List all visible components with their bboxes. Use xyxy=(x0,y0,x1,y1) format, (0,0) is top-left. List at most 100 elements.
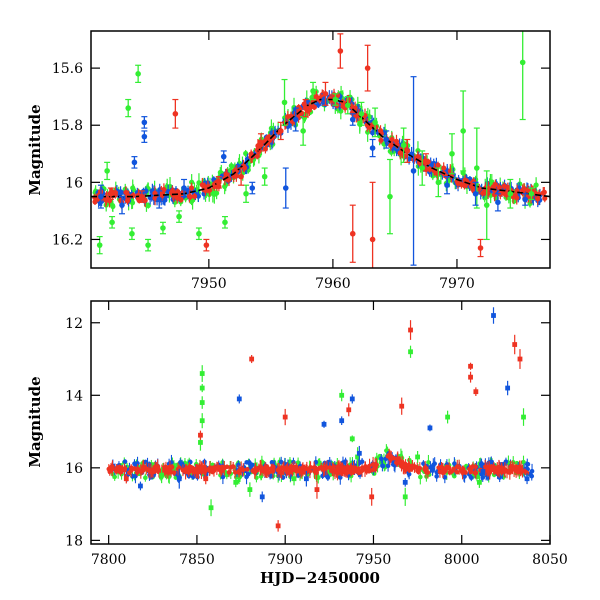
blue-data-point xyxy=(98,193,104,200)
red-data-point xyxy=(244,467,250,472)
red-data-point xyxy=(480,190,486,196)
red-data-point xyxy=(249,356,255,362)
blue-data-point xyxy=(480,475,486,480)
red-data-point xyxy=(199,465,204,471)
red-data-point xyxy=(282,414,288,420)
red-data-point xyxy=(388,141,395,148)
red-data-point xyxy=(517,356,523,362)
red-data-point xyxy=(311,104,317,110)
red-data-point xyxy=(378,137,384,143)
blue-data-point xyxy=(480,469,486,474)
red-data-point xyxy=(468,363,473,369)
red-data-point xyxy=(278,128,284,134)
blue-data-point xyxy=(469,475,474,481)
red-data-point xyxy=(340,103,346,109)
red-data-point xyxy=(291,466,297,471)
blue-data-point xyxy=(303,476,309,482)
green-data-point xyxy=(415,454,420,460)
green-data-point xyxy=(160,225,166,231)
red-data-point xyxy=(260,469,266,474)
red-data-point xyxy=(285,468,291,473)
red-data-point xyxy=(322,91,329,97)
green-data-point xyxy=(300,128,306,134)
red-data-point xyxy=(203,467,208,473)
green-data-point xyxy=(521,414,526,420)
green-data-point xyxy=(344,102,351,109)
green-data-point xyxy=(349,436,355,442)
blue-data-point xyxy=(245,471,251,477)
blue-data-point xyxy=(133,462,138,467)
bottom-x-tick-label: 8050 xyxy=(532,552,568,568)
blue-data-point xyxy=(325,475,331,480)
bottom-axis-ticks: 7800 7850 7900 7950 8000 8050 12 14 16 18 xyxy=(65,301,568,568)
red-data-point xyxy=(476,186,482,192)
red-data-point xyxy=(473,470,479,476)
red-data-point xyxy=(399,403,405,409)
red-data-point xyxy=(423,467,428,473)
red-data-point xyxy=(254,153,260,159)
red-data-point xyxy=(451,466,457,472)
red-data-point xyxy=(364,65,371,71)
blue-data-point xyxy=(462,474,467,479)
bottom-y-axis-label: Magnitude xyxy=(26,376,44,467)
bottom-x-tick-label: 7950 xyxy=(356,552,392,568)
red-data-point xyxy=(490,464,496,470)
red-data-point xyxy=(446,465,452,471)
red-data-point xyxy=(468,374,473,380)
red-data-point xyxy=(348,470,354,476)
bottom-x-tick-label: 8000 xyxy=(444,552,480,568)
bottom-data-points xyxy=(106,307,535,532)
bottom-y-tick-label: 16 xyxy=(65,461,83,477)
top-y-tick-label: 16.2 xyxy=(52,232,83,248)
red-data-point xyxy=(541,189,547,195)
green-data-point xyxy=(460,128,466,134)
red-data-point xyxy=(485,468,491,474)
red-data-point xyxy=(404,148,411,154)
red-data-point xyxy=(395,456,401,461)
green-data-point xyxy=(130,185,136,191)
top-y-tick-label: 15.8 xyxy=(52,118,83,134)
blue-data-point xyxy=(491,313,496,318)
blue-data-point xyxy=(278,459,284,465)
green-data-point xyxy=(214,190,220,196)
green-data-point xyxy=(419,165,426,171)
blue-data-point xyxy=(321,421,327,427)
red-data-point xyxy=(312,467,317,473)
red-data-point xyxy=(321,466,326,471)
red-data-point xyxy=(496,468,502,474)
red-data-point xyxy=(222,465,227,471)
red-data-point xyxy=(388,454,394,459)
blue-data-point xyxy=(220,474,226,480)
green-data-point xyxy=(415,147,421,154)
green-data-point xyxy=(96,242,103,248)
blue-data-point xyxy=(378,456,384,462)
green-data-point xyxy=(310,88,316,94)
red-data-point xyxy=(129,465,134,470)
top-y-tick-label: 15.6 xyxy=(52,61,83,77)
blue-data-point xyxy=(524,461,530,467)
red-data-point xyxy=(520,187,526,194)
green-data-point xyxy=(247,487,253,492)
red-data-point xyxy=(240,467,246,473)
red-data-point xyxy=(191,466,197,472)
blue-data-point xyxy=(249,185,256,191)
green-data-point xyxy=(233,479,239,485)
green-data-point xyxy=(358,111,365,117)
red-data-point xyxy=(314,487,320,492)
red-data-point xyxy=(266,470,272,475)
green-data-point xyxy=(445,414,451,420)
red-data-point xyxy=(140,465,146,471)
red-data-point xyxy=(242,165,248,171)
green-data-point xyxy=(129,230,135,237)
red-data-point xyxy=(172,111,179,117)
red-data-point xyxy=(124,198,131,204)
red-data-point xyxy=(116,465,122,470)
red-data-point xyxy=(448,170,454,176)
blue-data-point xyxy=(406,471,412,477)
green-data-point xyxy=(159,472,165,478)
red-data-point xyxy=(448,469,454,475)
blue-data-point xyxy=(402,479,408,485)
green-data-point xyxy=(355,454,360,460)
red-data-point xyxy=(505,184,511,191)
red-data-point xyxy=(203,476,209,482)
